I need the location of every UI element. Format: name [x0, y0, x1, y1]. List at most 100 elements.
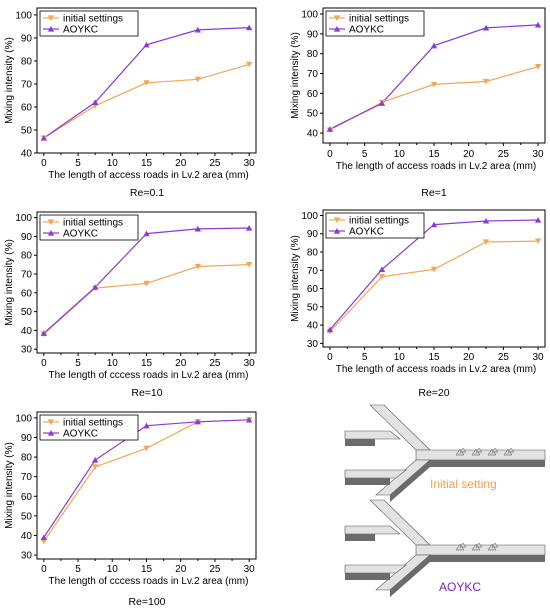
x-tick-label: 10: [394, 352, 406, 363]
y-tick-label: 50: [21, 125, 33, 136]
x-tick-label: 30: [244, 358, 256, 369]
data-point-aoykc: [245, 24, 253, 31]
x-tick-label: 25: [498, 149, 510, 160]
chart-panel-4: 0 5 10 15 20 25 30 30 40 50 60 70 80 90 100 The length …: [290, 209, 546, 399]
chart-panel-3: 0 5 10 15 20 25 30 30 40 50 60 70 80 90 100 The length …: [4, 211, 257, 399]
x-tick-label: 0: [327, 149, 333, 160]
y-tick-label: 70: [307, 266, 319, 277]
x-tick-label: 5: [75, 564, 81, 575]
legend-label-initial-settings: initial settings: [63, 218, 123, 229]
y-tick-label: 60: [307, 284, 319, 295]
x-tick-label: 30: [533, 149, 545, 160]
data-point-aoykc: [326, 126, 334, 132]
data-point-initial-settings: [91, 464, 99, 470]
data-point-initial-settings: [534, 238, 542, 245]
x-tick-label: 10: [107, 564, 119, 575]
data-point-initial-settings: [245, 262, 253, 268]
series-line-aoykc: [43, 227, 250, 334]
y-tick-label: 60: [21, 492, 33, 503]
legend-label-aoykc: AOYKC: [349, 25, 384, 36]
y-tick-label: 40: [21, 326, 33, 337]
y-axis-label: Mixing intensity (%): [4, 442, 15, 529]
data-point-aoykc: [143, 230, 150, 237]
legend-marker-initial-settings: [47, 419, 55, 425]
data-point-aoykc: [430, 221, 438, 228]
y-tick-label: 30: [307, 339, 319, 350]
y-tick-label: 60: [21, 102, 33, 113]
x-tick-label: 10: [107, 358, 119, 369]
legend-box: [39, 10, 139, 37]
x-tick-label: 5: [75, 158, 81, 169]
data-point-aoykc: [143, 422, 150, 429]
y-axis-label: Mixing intensity (%): [290, 235, 301, 322]
y-tick-label: 90: [21, 433, 33, 444]
data-point-initial-settings: [194, 263, 202, 270]
x-tick-label: 0: [41, 158, 47, 169]
legend-box: [39, 414, 139, 441]
series-line-aoykc: [329, 24, 539, 130]
re-label: Re=1: [421, 187, 447, 199]
legend-marker-initial-settings: [47, 15, 55, 21]
data-point-aoykc: [91, 99, 99, 105]
data-point-initial-settings: [534, 63, 542, 70]
chart-panel-5: 0 5 10 15 20 25 30 30 40 50 60 70 80 90 100 The length …: [4, 411, 257, 608]
channel-diagram-aoykc: [344, 499, 546, 597]
data-point-initial-settings: [430, 81, 438, 88]
legend-label-aoykc: AOYKC: [63, 229, 98, 240]
legend-marker-initial-settings: [333, 15, 341, 21]
y-tick-label: 40: [21, 149, 33, 160]
x-tick-label: 30: [244, 564, 256, 575]
x-tick-label: 5: [75, 358, 81, 369]
legend-label-initial-settings: initial settings: [63, 14, 123, 25]
x-axis-label: The length of cccess roads in Lv.2 area …: [49, 370, 249, 381]
x-tick-label: 20: [463, 352, 475, 363]
x-tick-label: 20: [175, 358, 187, 369]
x-tick-label: 30: [244, 158, 256, 169]
data-point-aoykc: [91, 457, 99, 463]
y-axis-label: Mixing intensity (%): [4, 239, 15, 326]
data-point-aoykc: [194, 26, 202, 33]
y-tick-label: 50: [307, 109, 319, 120]
legend-marker-aoykc: [333, 26, 341, 32]
legend-label-initial-settings: initial settings: [349, 14, 409, 25]
data-point-aoykc: [91, 284, 99, 290]
data-point-initial-settings: [482, 78, 490, 85]
x-tick-label: 20: [463, 149, 475, 160]
legend-marker-aoykc: [47, 26, 55, 32]
data-point-aoykc: [378, 100, 386, 106]
x-tick-label: 0: [327, 352, 333, 363]
y-tick-label: 80: [21, 453, 33, 464]
diagram-label-initial: Initial setting: [430, 477, 497, 491]
y-tick-label: 50: [21, 511, 33, 522]
y-tick-label: 100: [15, 413, 32, 424]
legend-marker-aoykc: [47, 430, 55, 436]
data-point-aoykc: [534, 21, 542, 28]
data-point-aoykc: [40, 534, 48, 541]
legend-marker-aoykc: [333, 228, 341, 234]
x-tick-label: 15: [141, 564, 153, 575]
y-tick-label: 40: [21, 531, 33, 542]
x-tick-label: 0: [41, 564, 47, 575]
x-tick-label: 25: [498, 352, 510, 363]
data-point-initial-settings: [143, 445, 150, 452]
y-tick-label: 60: [21, 288, 33, 299]
data-point-aoykc: [534, 217, 542, 223]
legend-label-initial-settings: initial settings: [63, 418, 123, 429]
legend-box: [39, 214, 139, 241]
legend-marker-initial-settings: [47, 219, 55, 225]
x-axis-label: The length of access roads in Lv.2 area …: [336, 364, 536, 375]
data-point-initial-settings: [194, 76, 202, 83]
legend-label-initial-settings: initial settings: [349, 216, 409, 227]
data-point-initial-settings: [482, 239, 490, 245]
y-tick-label: 80: [307, 49, 319, 60]
x-axis-label: The length of access roads in Lv.2 area …: [336, 161, 536, 172]
re-label: Re=20: [418, 387, 449, 399]
data-point-aoykc: [143, 41, 150, 48]
y-axis-label: Mixing intensity (%): [290, 32, 301, 119]
data-point-aoykc: [326, 326, 334, 333]
y-tick-label: 40: [307, 321, 319, 332]
data-point-initial-settings: [430, 266, 438, 273]
series-line-initial-settings: [329, 240, 539, 332]
x-tick-label: 5: [362, 149, 368, 160]
